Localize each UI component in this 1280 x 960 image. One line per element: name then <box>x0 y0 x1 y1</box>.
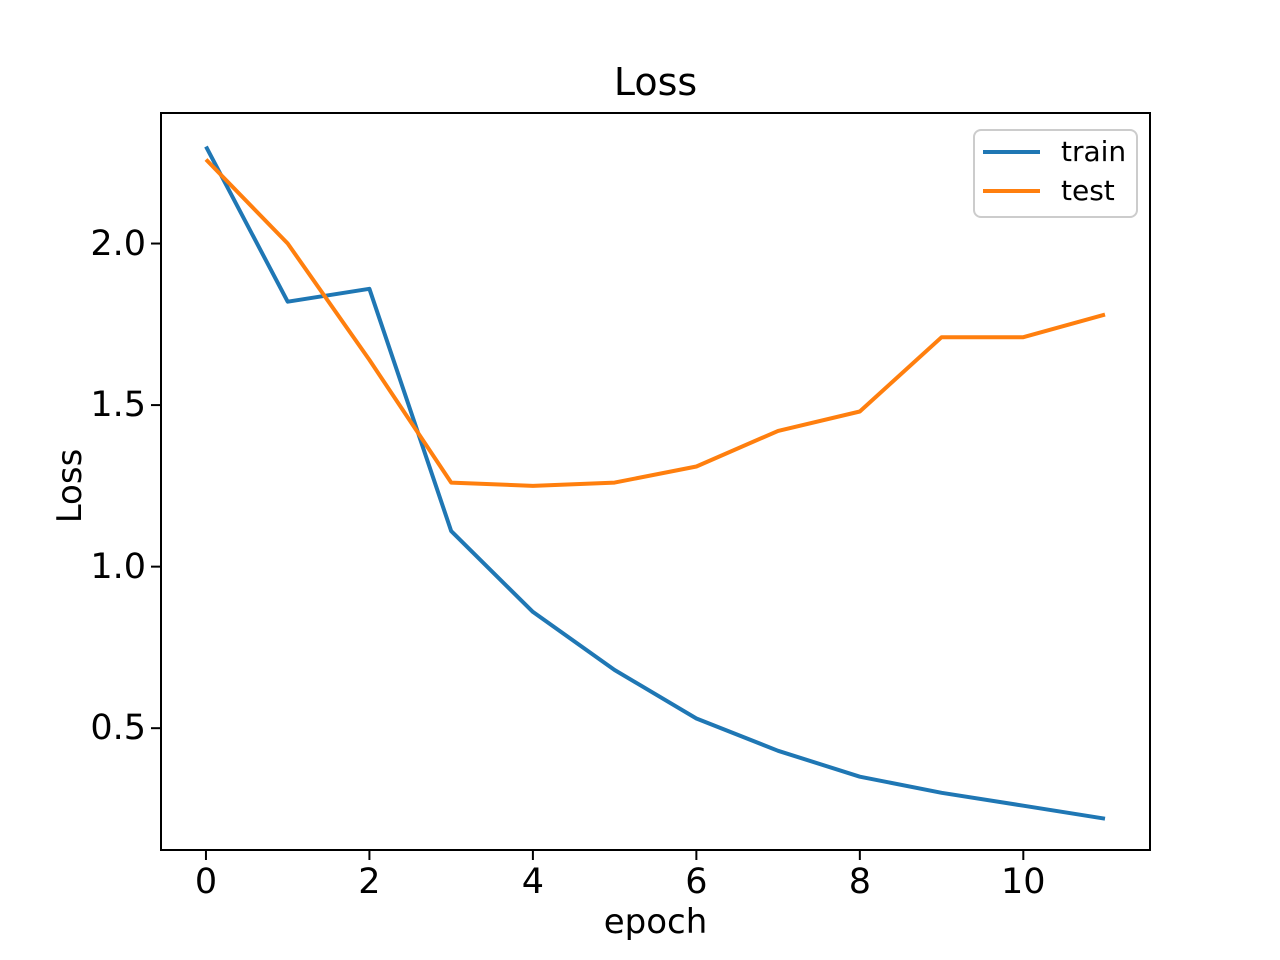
y-tick-label: 2.0 <box>90 223 146 264</box>
legend-item-test: test <box>975 171 1136 210</box>
y-tick-label: 1.5 <box>90 385 146 426</box>
legend: train test <box>973 129 1138 218</box>
train-line <box>204 145 1106 821</box>
x-tick-label: 2 <box>358 862 381 902</box>
plot-border <box>160 112 1151 851</box>
y-tick-label: 1.0 <box>90 546 146 587</box>
y-tick-label: 0.5 <box>90 708 146 749</box>
x-tick-label: 6 <box>685 862 708 902</box>
y-axis-label: Loss <box>50 448 90 524</box>
legend-item-train: train <box>975 132 1136 171</box>
x-tick-label: 4 <box>521 862 545 902</box>
test-line-swatch <box>983 188 1040 193</box>
x-tick-label: 0 <box>194 862 218 902</box>
test-line <box>204 158 1106 488</box>
legend-label-train: train <box>1061 134 1127 168</box>
chart-title: Loss <box>613 60 698 104</box>
legend-label-test: test <box>1061 173 1115 207</box>
train-line-swatch <box>983 149 1040 154</box>
x-tick-label: 10 <box>1001 862 1046 902</box>
x-axis-label: epoch <box>603 902 708 942</box>
x-tick-label: 8 <box>848 862 871 902</box>
